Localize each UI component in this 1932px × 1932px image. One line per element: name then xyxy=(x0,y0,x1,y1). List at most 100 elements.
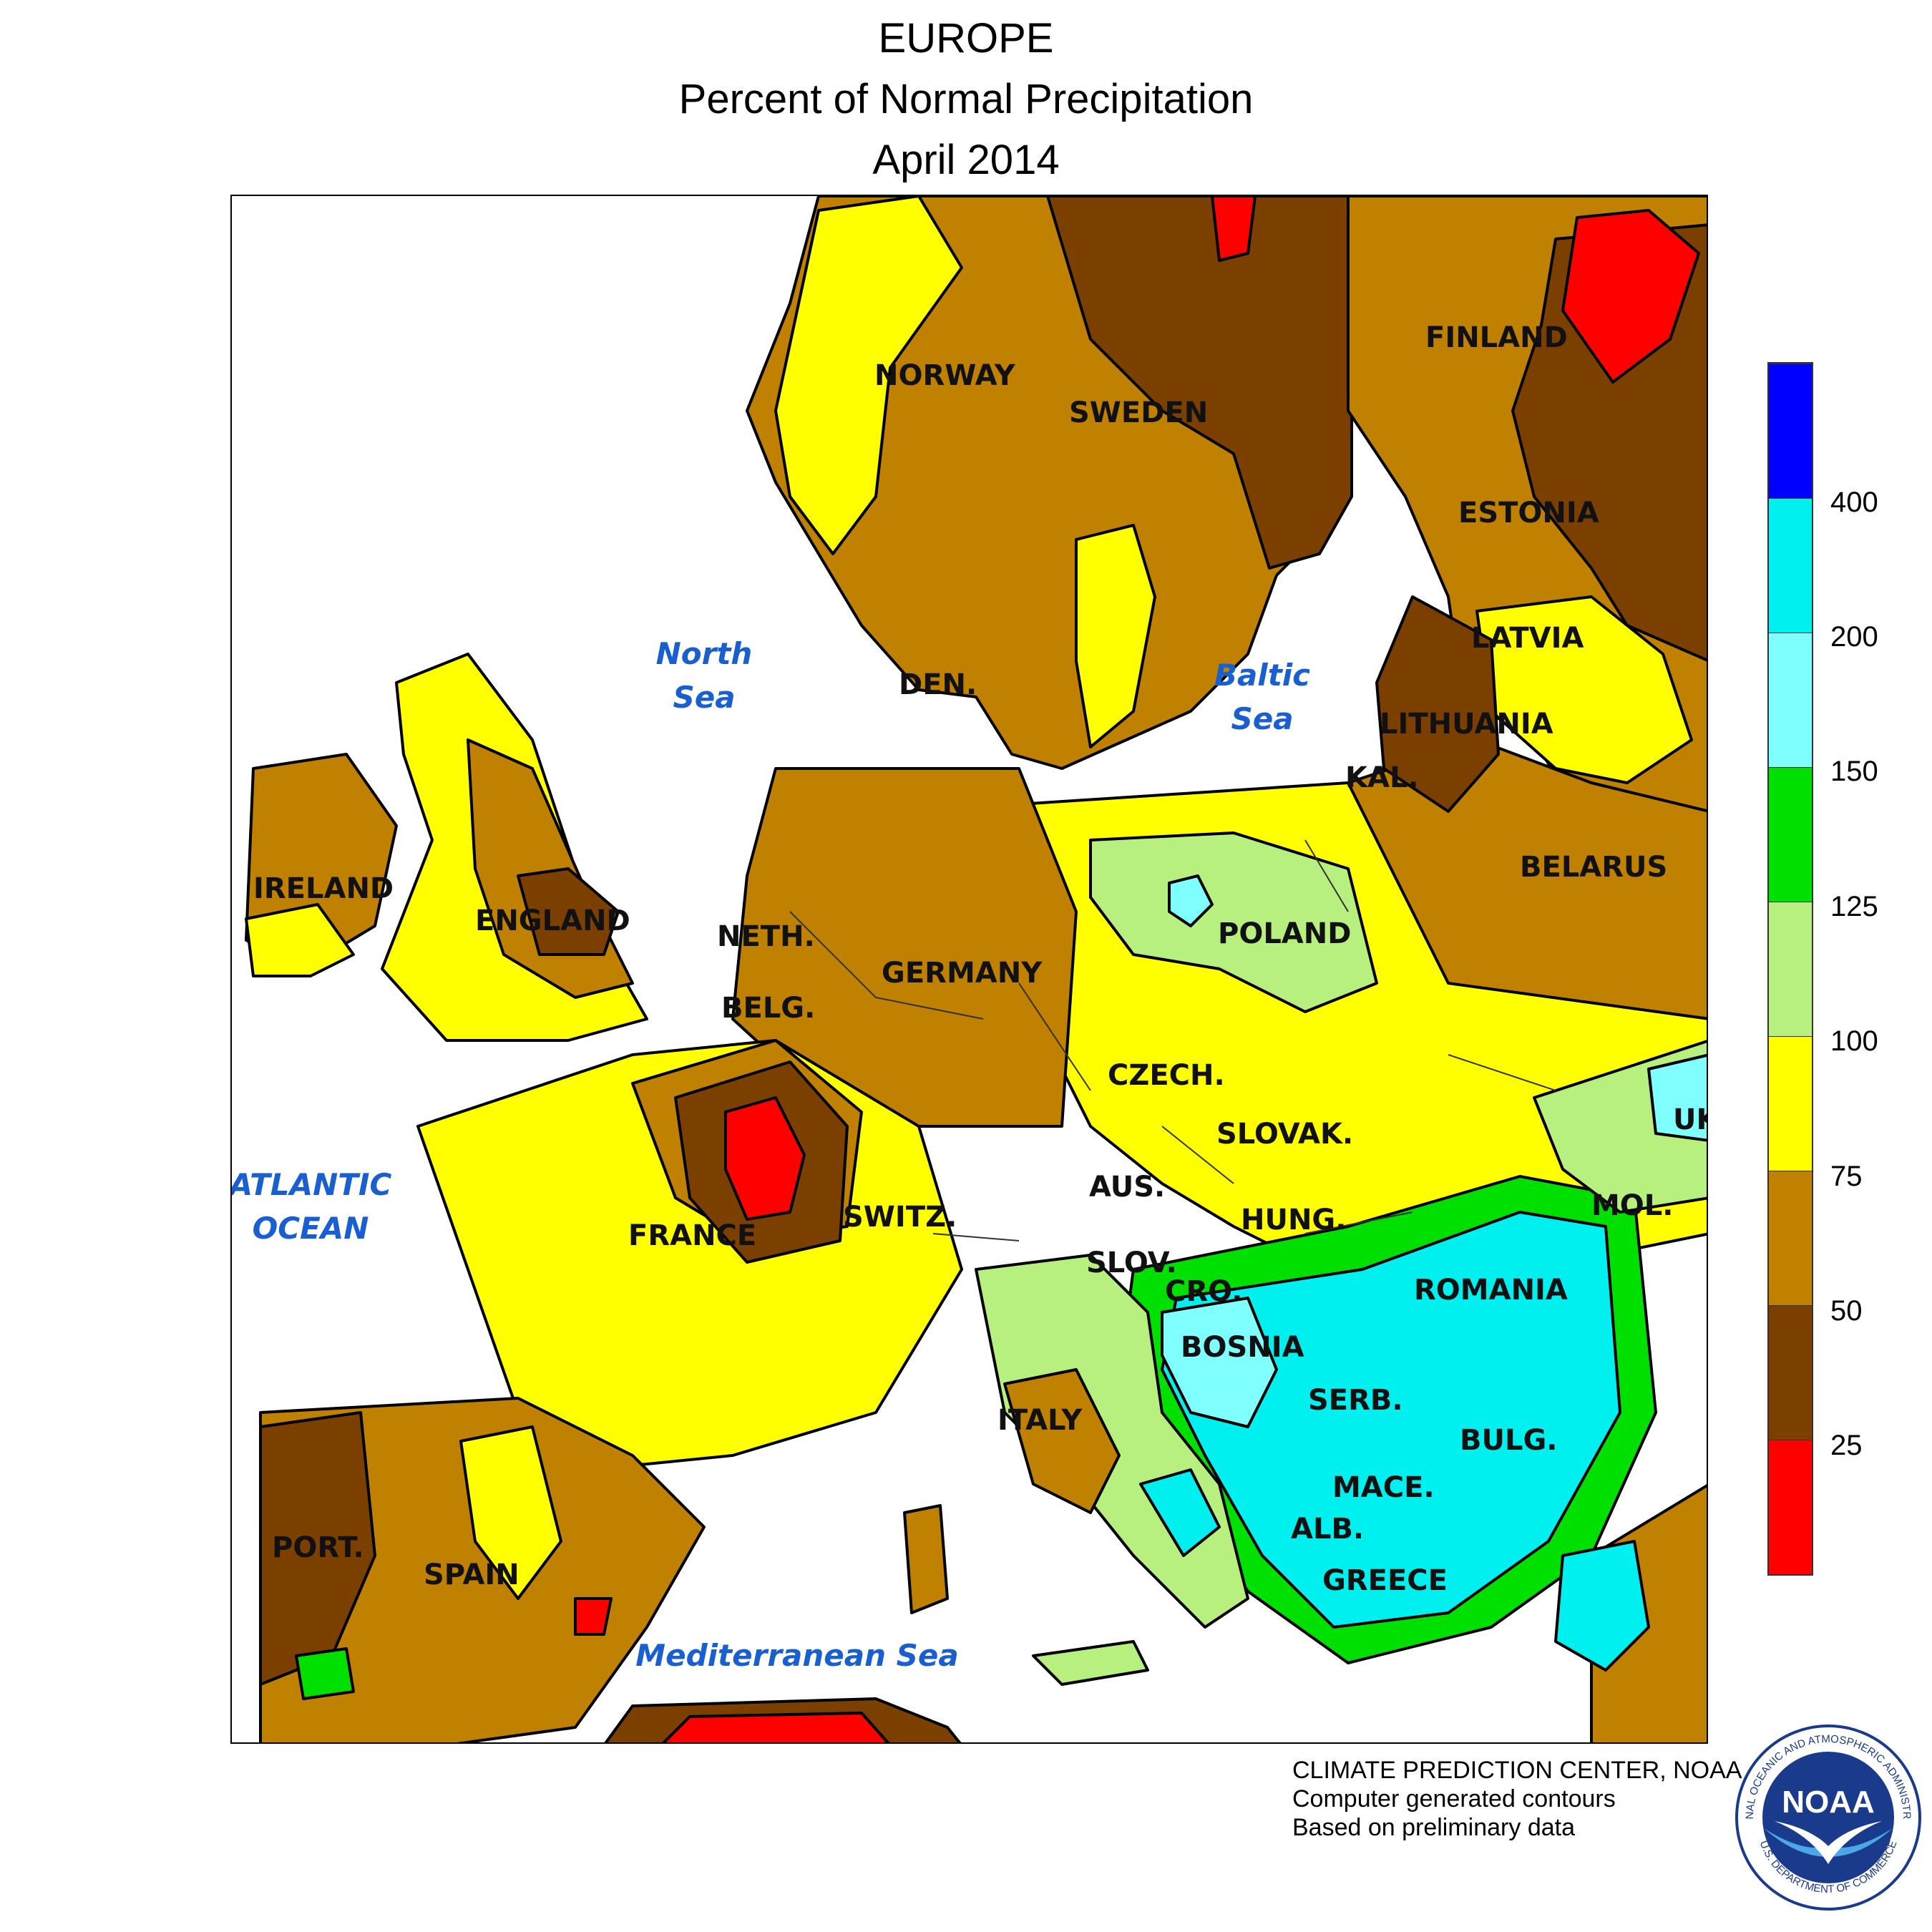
label-serb: SERB. xyxy=(1308,1384,1403,1417)
region-poland-green xyxy=(1089,831,1378,1013)
legend-tick-75: 75 xyxy=(1830,1161,1863,1192)
legend-colorbar xyxy=(1767,362,1813,1576)
region-aegean-cyan xyxy=(1554,1540,1650,1672)
label-baltic-sea: Baltic Sea xyxy=(1191,654,1334,741)
label-romania: ROMANIA xyxy=(1414,1274,1568,1307)
region-spain-green xyxy=(295,1647,355,1700)
legend-swatch-200-400 xyxy=(1769,498,1812,633)
border-lines xyxy=(789,839,1556,1241)
legend-swatch-0-25 xyxy=(1769,1440,1812,1574)
region-portugal-brown xyxy=(259,1411,376,1686)
label-sweden: SWEDEN xyxy=(1069,396,1209,429)
legend-swatch-125-150 xyxy=(1769,767,1812,902)
credit-line1: CLIMATE PREDICTION CENTER, NOAA xyxy=(1292,1757,1742,1784)
precipitation-map xyxy=(245,196,1707,1742)
legend-swatch-50-75 xyxy=(1769,1171,1812,1305)
label-lithuania: LITHUANIA xyxy=(1380,708,1553,741)
region-ireland-yellow xyxy=(245,903,355,977)
label-switz: SWITZ. xyxy=(843,1201,957,1234)
label-den: DEN. xyxy=(899,668,977,701)
label-cro: CRO. xyxy=(1165,1275,1243,1308)
label-north-sea: North Sea xyxy=(633,633,776,720)
map-panel: NORWAY SWEDEN FINLAND ESTONIA LATVIA LIT… xyxy=(230,195,1708,1744)
legend-tick-100: 100 xyxy=(1830,1025,1878,1057)
label-slov: SLOV. xyxy=(1086,1246,1177,1279)
label-hung: HUNG. xyxy=(1241,1204,1347,1236)
region-spain-red xyxy=(574,1597,613,1636)
north-sea-line2: Sea xyxy=(673,679,736,715)
noaa-logo: NATIONAL OCEANIC AND ATMOSPHERIC ADMINIS… xyxy=(1732,1721,1921,1911)
legend-tick-25: 25 xyxy=(1830,1430,1863,1461)
label-greece: GREECE xyxy=(1322,1564,1448,1597)
legend-tick-200: 200 xyxy=(1830,621,1878,653)
region-sweden-red xyxy=(1211,196,1257,262)
region-sweden-yellow xyxy=(1075,524,1156,748)
legend-tick-125: 125 xyxy=(1830,891,1878,922)
legend-swatch-100-125 xyxy=(1769,902,1812,1036)
region-england-darkbrown xyxy=(517,867,620,956)
region-italy-cyan xyxy=(1139,1468,1221,1557)
legend-tick-400: 400 xyxy=(1830,487,1878,518)
label-slovak: SLOVAK. xyxy=(1216,1118,1354,1151)
north-sea-line1: North xyxy=(655,636,753,671)
label-bosnia: BOSNIA xyxy=(1181,1331,1304,1364)
label-italy: ITALY xyxy=(997,1404,1083,1437)
region-belarus-brown xyxy=(1375,595,1500,813)
map-date: April 2014 xyxy=(872,137,1060,183)
label-mol: MOL. xyxy=(1591,1189,1674,1222)
legend-swatch->400 xyxy=(1769,364,1812,498)
label-germany: GERMANY xyxy=(882,957,1043,990)
noaa-seagull-icon xyxy=(1764,1828,1893,1857)
label-france: FRANCE xyxy=(628,1219,757,1252)
label-latvia: LATVIA xyxy=(1471,622,1584,655)
label-norway: NORWAY xyxy=(874,359,1015,392)
legend-swatch-150-200 xyxy=(1769,633,1812,767)
label-belarus: BELARUS xyxy=(1520,851,1668,884)
region-latvia-yellow xyxy=(1475,595,1693,784)
region-norway-yellow xyxy=(774,196,963,555)
baltic-sea-line2: Sea xyxy=(1231,701,1294,736)
label-atlantic-ocean: ATLANTIC OCEAN xyxy=(230,1163,404,1251)
label-estonia: ESTONIA xyxy=(1458,497,1599,530)
label-port: PORT. xyxy=(272,1531,364,1564)
legend-swatch-75-100 xyxy=(1769,1036,1812,1171)
noaa-logo-text: NOAA xyxy=(1782,1785,1875,1820)
label-neth: NETH. xyxy=(717,920,815,953)
region-balkans-cyan xyxy=(1161,1211,1621,1629)
label-poland: POLAND xyxy=(1218,917,1352,950)
region-finland-red xyxy=(1561,209,1700,384)
map-subtitle: Percent of Normal Precipitation xyxy=(678,76,1254,122)
label-belg: BELG. xyxy=(721,992,816,1025)
label-mediterranean-sea: Mediterranean Sea xyxy=(633,1634,962,1678)
region-iberia xyxy=(259,1397,706,1742)
atlantic-line1: ATLANTIC xyxy=(230,1167,392,1202)
label-alb: ALB. xyxy=(1291,1513,1365,1546)
atlantic-line2: OCEAN xyxy=(252,1210,369,1246)
map-title: EUROPE xyxy=(878,15,1054,62)
label-aus: AUS. xyxy=(1089,1171,1166,1204)
region-italy-brown xyxy=(1003,1368,1121,1514)
credit-line2: Computer generated contours xyxy=(1292,1785,1616,1813)
region-sardinia xyxy=(903,1504,949,1614)
legend-swatch-25-50 xyxy=(1769,1305,1812,1440)
label-spain: SPAIN xyxy=(424,1558,519,1591)
label-finland: FINLAND xyxy=(1425,321,1568,354)
label-uk: UK xyxy=(1673,1103,1707,1136)
region-ukraine-cyan xyxy=(1647,1053,1707,1142)
legend-tick-150: 150 xyxy=(1830,756,1878,787)
label-kal: KAL. xyxy=(1345,761,1419,794)
label-ireland: IRELAND xyxy=(253,872,394,905)
region-bosnia-lightcyan xyxy=(1161,1297,1278,1428)
baltic-sea-line1: Baltic xyxy=(1214,658,1311,693)
label-mace: MACE. xyxy=(1332,1471,1435,1504)
region-france-red xyxy=(724,1096,806,1221)
region-sicily xyxy=(1032,1640,1149,1686)
label-czech: CZECH. xyxy=(1108,1059,1225,1092)
credit-line3: Based on preliminary data xyxy=(1292,1814,1576,1841)
legend-tick-50: 50 xyxy=(1830,1295,1863,1327)
region-poland-cyan xyxy=(1168,874,1214,927)
label-bulg: BULG. xyxy=(1460,1424,1558,1457)
label-england: ENGLAND xyxy=(475,904,630,937)
region-north-africa-red xyxy=(662,1712,890,1742)
mediterranean-line1: Mediterranean Sea xyxy=(635,1638,959,1673)
